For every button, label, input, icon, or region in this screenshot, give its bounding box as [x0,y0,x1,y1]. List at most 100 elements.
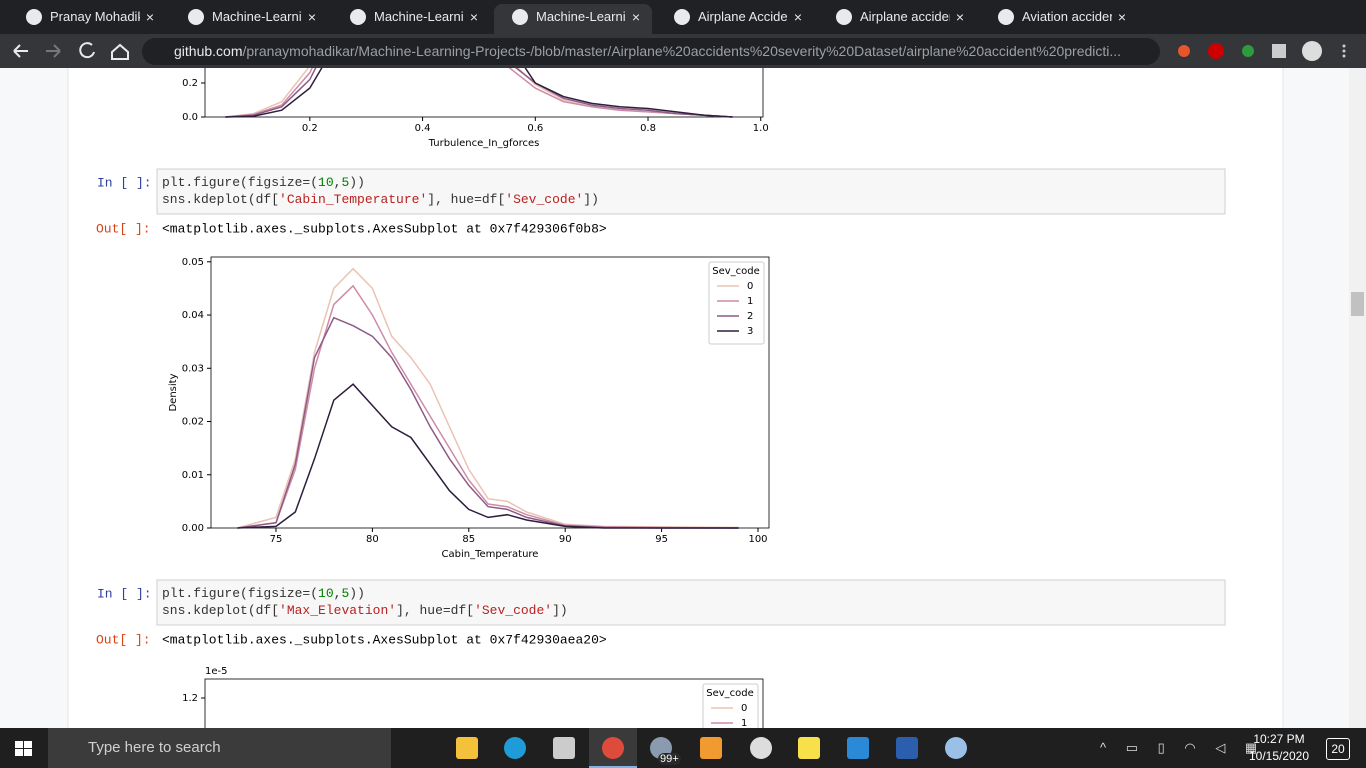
x-axis-label: Cabin_Temperature [442,549,539,560]
tab[interactable]: Aviation accidents × [980,4,1138,34]
explorer-icon[interactable] [456,737,478,759]
tab-bar: Pranay Mohadikar×Machine-Learning×Machin… [0,0,1366,34]
settings-icon[interactable] [750,737,772,759]
legend-title: Sev_code [712,266,760,277]
notes-icon[interactable] [798,737,820,759]
kde-line [225,68,733,118]
legend-label: 0 [741,703,747,714]
start-button[interactable] [0,728,48,768]
address-bar: github.com/pranaymohadikar/Machine-Learn… [0,34,1366,68]
clock[interactable]: 10:27 PM 10/15/2020 [1240,731,1318,765]
favicon [350,9,366,25]
tab[interactable]: Pranay Mohadikar × [8,4,166,34]
code-token: sns.kdeplot(df[ [162,603,279,618]
tab-title: Machine-Learning [212,9,302,24]
code-token: plt.figure(figsize=( [162,586,318,601]
favicon [674,9,690,25]
code-token: ]) [552,603,568,618]
badge: 99+ [658,753,681,765]
gutter [0,68,68,728]
code-token: 'Max_Elevation' [279,603,396,618]
favicon [836,9,852,25]
y-tick-label: 0.05 [182,257,204,268]
tab-close[interactable]: × [307,9,316,25]
code-token: 5 [341,586,349,601]
x-tick-label: 80 [366,534,379,545]
favicon [188,9,204,25]
word-icon[interactable] [896,737,918,759]
x-tick-label: 85 [462,534,475,545]
code-token: 'Cabin_Temperature' [279,192,427,207]
code-token: ], hue=df[ [396,603,474,618]
gutter [1283,68,1349,728]
legend-label: 2 [747,311,753,322]
tab-title: Pranay Mohadikar [50,9,140,24]
kde-line [237,383,739,529]
tab[interactable]: Machine-Learning × [170,4,328,34]
tray[interactable]: ^ ▭ ▯ ◠ ◁ ▦ [1100,740,1266,755]
code-token: )) [349,175,365,190]
y-axis-label: Density [168,373,179,411]
prompt-out: Out[ ]: [96,632,151,647]
code-cell [156,579,1226,626]
prompt-in: In [ ]: [97,586,152,601]
tab-close[interactable]: × [145,9,154,25]
plot-frame [210,256,770,529]
legend-label: 1 [747,296,753,307]
prompt-in: In [ ]: [97,175,152,190]
kde-line [225,68,733,118]
y-tick-label: 1.2 [182,693,198,704]
legend-label: 0 [747,281,753,292]
url-path: /pranaymohadikar/Machine-Learning-Projec… [242,43,1122,59]
chrome-active[interactable] [589,728,637,768]
legend [702,683,759,728]
tab-close[interactable]: × [1117,9,1126,25]
notifications[interactable]: 20 [1326,738,1350,760]
code-token: plt.figure(figsize=( [162,175,318,190]
scroll-thumb[interactable] [1351,292,1364,316]
x-tick-label: 75 [270,534,283,545]
store-icon[interactable] [553,737,575,759]
code-token: 'Sev_code' [505,192,583,207]
tab-close[interactable]: × [793,9,802,25]
page-content: In [ ]: plt.figure(figsize=(10,5)) sns.kde… [0,68,1366,728]
search-box[interactable]: Type here to search [48,728,391,768]
tab[interactable]: Airplane accidents × [818,4,976,34]
code-token: 10 [318,175,334,190]
x-tick-label: 0.8 [640,123,656,134]
paint-icon[interactable] [945,737,967,759]
tab[interactable]: Machine-Learning × [494,4,652,34]
tab-close[interactable]: × [469,9,478,25]
tab[interactable]: Machine-Learning × [332,4,490,34]
tab-title: Aviation accidents [1022,9,1112,24]
code-token: ]) [583,192,599,207]
tab-close[interactable]: × [631,9,640,25]
cell-output: <matplotlib.axes._subplots.AxesSubplot a… [162,632,607,647]
vscode-icon[interactable] [847,737,869,759]
x-tick-label: 0.6 [527,123,543,134]
x-tick-label: 90 [559,534,572,545]
code-token: ], hue=df[ [427,192,505,207]
y-tick-label: 0.0 [182,112,198,123]
sublime-icon[interactable] [700,737,722,759]
extensions[interactable] [1166,34,1366,68]
x-tick-label: 95 [655,534,668,545]
code-token: 5 [341,175,349,190]
code-token: , [334,175,342,190]
scrollbar[interactable] [1349,68,1366,728]
tab-close[interactable]: × [955,9,964,25]
nav-buttons[interactable] [0,34,140,68]
code-token: 10 [318,586,334,601]
url-field[interactable]: github.com/pranaymohadikar/Machine-Learn… [142,38,1160,65]
y-tick-label: 0.00 [182,523,204,534]
tab[interactable]: Airplane Accidents × [656,4,814,34]
tab-title: Airplane Accidents [698,9,788,24]
favicon [512,9,528,25]
kde-line [225,68,733,118]
y-tick-label: 0.2 [182,78,198,89]
notebook: In [ ]: plt.figure(figsize=(10,5))sns.kde… [0,68,1366,728]
edge-icon[interactable] [504,737,526,759]
favicon [26,9,42,25]
plot-frame [204,678,764,728]
